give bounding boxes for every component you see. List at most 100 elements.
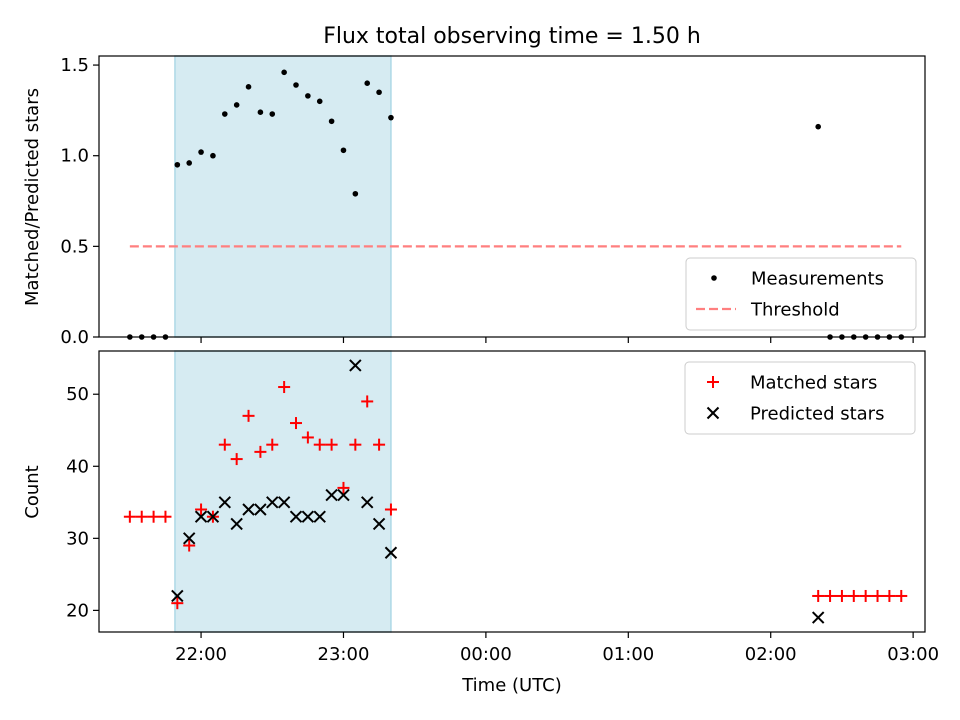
measurement-point [293, 82, 299, 88]
measurement-point [233, 102, 240, 108]
predicted-star-point [194, 510, 208, 523]
matched-star-point [871, 589, 884, 602]
measurement-point [221, 111, 228, 117]
matched-star-point [135, 510, 148, 523]
matched-star-point [301, 431, 314, 444]
matched-star-point [847, 589, 860, 602]
measurement-point [364, 80, 371, 86]
measurement-point [376, 89, 382, 96]
measurement-point [186, 160, 192, 166]
predicted-star-point-stroke [277, 496, 291, 509]
predicted-star-point [289, 510, 303, 523]
measurement-point [198, 149, 204, 155]
predicted-star-point [361, 496, 374, 509]
predicted-star-point [242, 503, 255, 516]
measurement-point [316, 98, 323, 105]
matched-star-point [812, 589, 825, 602]
predicted-star-point [349, 359, 362, 372]
bottom-legend-item: Matched stars [707, 373, 877, 394]
matched-star-point [218, 438, 231, 451]
bottom-y-tick-label: 20 [66, 600, 89, 621]
measurement-point [388, 114, 394, 121]
matched-star-point [337, 481, 350, 494]
matched-star-point [123, 510, 136, 523]
top-y-axis-label: Matched/Predicted stars [22, 88, 43, 306]
measurement-point [257, 109, 264, 115]
top-y-tick-label: 0.0 [60, 327, 89, 348]
matched-star-point [883, 589, 896, 602]
measurement-point [815, 123, 821, 130]
predicted-star-point [254, 503, 267, 516]
bottom-x-tick-label: 00:00 [460, 644, 512, 665]
measurement-point [281, 69, 287, 76]
predicted-star-point [301, 510, 315, 523]
matched-star-point [859, 589, 872, 602]
top-legend-item: Measurements [711, 269, 884, 290]
matched-star-point [254, 445, 267, 458]
measurement-point [340, 147, 347, 154]
predicted-star-point-stroke [337, 488, 350, 502]
bottom-y-tick-label: 30 [66, 528, 89, 549]
top-axes: 0.0 0.5 1.0 1.5 Measurements Threshold [60, 55, 926, 348]
predicted-star-point [337, 488, 350, 502]
bottom-x-tick-label: 23:00 [318, 644, 370, 665]
matched-star-point [290, 417, 303, 430]
matched-star-point [195, 503, 208, 516]
measurement-point [305, 93, 311, 99]
matched-star-point [278, 381, 291, 394]
top-legend-item: Threshold [696, 300, 840, 321]
bottom-x-tick-label: 22:00 [175, 644, 227, 665]
top-y-tick-label: 1.5 [60, 55, 89, 76]
matched-star-point [824, 589, 837, 602]
top-legend-swatch [711, 275, 717, 281]
predicted-star-point-stroke [206, 510, 220, 523]
bottom-legend-label: Predicted stars [750, 404, 884, 425]
predicted-star-point-stroke [230, 517, 243, 531]
predicted-star-point [277, 496, 291, 509]
predicted-star-point-stroke [301, 510, 315, 523]
bottom-axes: 20 30 40 50 22:00 23:00 00:00 01:00 02:00 03:00 Ma… [66, 350, 939, 665]
measurement-point [328, 118, 335, 125]
top-y-tick-label: 1.0 [60, 146, 89, 167]
predicted-star-point [325, 488, 338, 502]
bottom-x-tick-label: 02:00 [745, 644, 797, 665]
predicted-star-point [266, 496, 279, 509]
bottom-x-tick-label: 03:00 [887, 644, 939, 665]
predicted-star-point-stroke [254, 503, 267, 516]
predicted-star-point-stroke [182, 532, 196, 545]
bottom-legend-swatch-stroke [706, 406, 720, 420]
bottom-legend-item: Predicted stars [706, 404, 884, 425]
top-legend-label: Threshold [750, 300, 840, 321]
predicted-star-point-stroke [218, 496, 232, 509]
top-legend-frame [685, 257, 917, 331]
predicted-star-point-stroke [171, 589, 184, 603]
predicted-star-point-stroke [289, 510, 303, 523]
measurement-point [245, 84, 252, 90]
x-axis-label: Time (UTC) [461, 675, 562, 696]
matched-star-point [171, 597, 184, 610]
predicted-star-point-stroke [384, 546, 398, 559]
bottom-y-axis-label: Count [22, 465, 43, 518]
predicted-star-point-stroke [325, 488, 338, 502]
predicted-star-point [313, 510, 326, 523]
measurement-point [210, 152, 216, 159]
predicted-star-point [218, 496, 232, 509]
top-y-tick-label: 0.5 [60, 236, 89, 257]
top-legend-label: Measurements [751, 269, 884, 290]
predicted-star-point [206, 510, 220, 523]
predicted-star-point-stroke [194, 510, 208, 523]
chart-title: Flux total observing time = 1.50 h [323, 24, 701, 49]
bottom-y-tick-label: 50 [66, 384, 89, 405]
matched-star-point [159, 510, 172, 523]
bottom-x-tick-label: 01:00 [602, 644, 654, 665]
predicted-star-point [182, 532, 196, 545]
predicted-star-point [811, 611, 825, 624]
measurement-point [269, 111, 276, 117]
matched-star-point [835, 589, 848, 602]
predicted-star-point-stroke [266, 496, 279, 509]
top-axes-frame [98, 55, 926, 338]
predicted-star-point-stroke [349, 359, 362, 372]
bottom-shaded-interval [174, 350, 392, 633]
predicted-star-point [230, 517, 243, 531]
